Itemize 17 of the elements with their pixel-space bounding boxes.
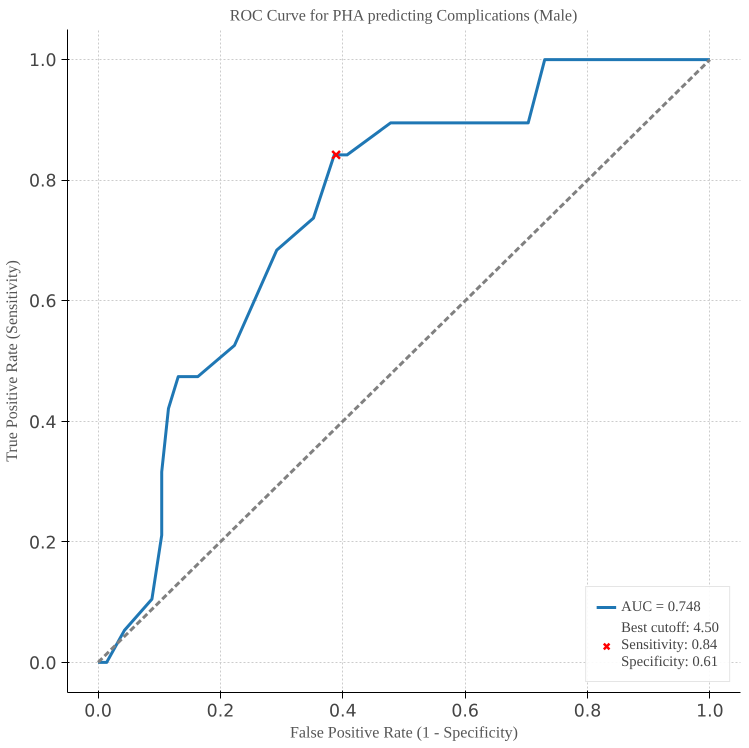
- y-tick-label: 0.6: [28, 292, 57, 312]
- x-tick-label: 0.4: [329, 702, 357, 722]
- x-tick-label: 1.0: [696, 702, 724, 722]
- x-tick-label: 0.8: [574, 702, 602, 722]
- x-tick-label: 0.0: [84, 702, 112, 722]
- x-tick-label: 0.2: [206, 702, 234, 722]
- legend-label: AUC = 0.748: [621, 598, 701, 616]
- legend-label: Best cutoff: 4.50 Sensitivity: 0.84 Specificity: 0.61: [621, 620, 719, 671]
- y-axis-title: True Positive Rate (Sensitivity): [4, 260, 21, 462]
- y-tick-label: 0.0: [28, 654, 57, 674]
- chart-title: ROC Curve for PHA predicting Complications (Male): [230, 8, 578, 24]
- x-tick-label: 0.6: [451, 702, 479, 722]
- y-tick-label: 0.8: [28, 172, 57, 192]
- y-tick-label: 0.2: [28, 533, 57, 554]
- y-tick-label: 0.4: [28, 412, 57, 433]
- y-tick-label: 1.0: [28, 51, 57, 72]
- x-axis-title: False Positive Rate (1 - Specificity): [290, 724, 518, 742]
